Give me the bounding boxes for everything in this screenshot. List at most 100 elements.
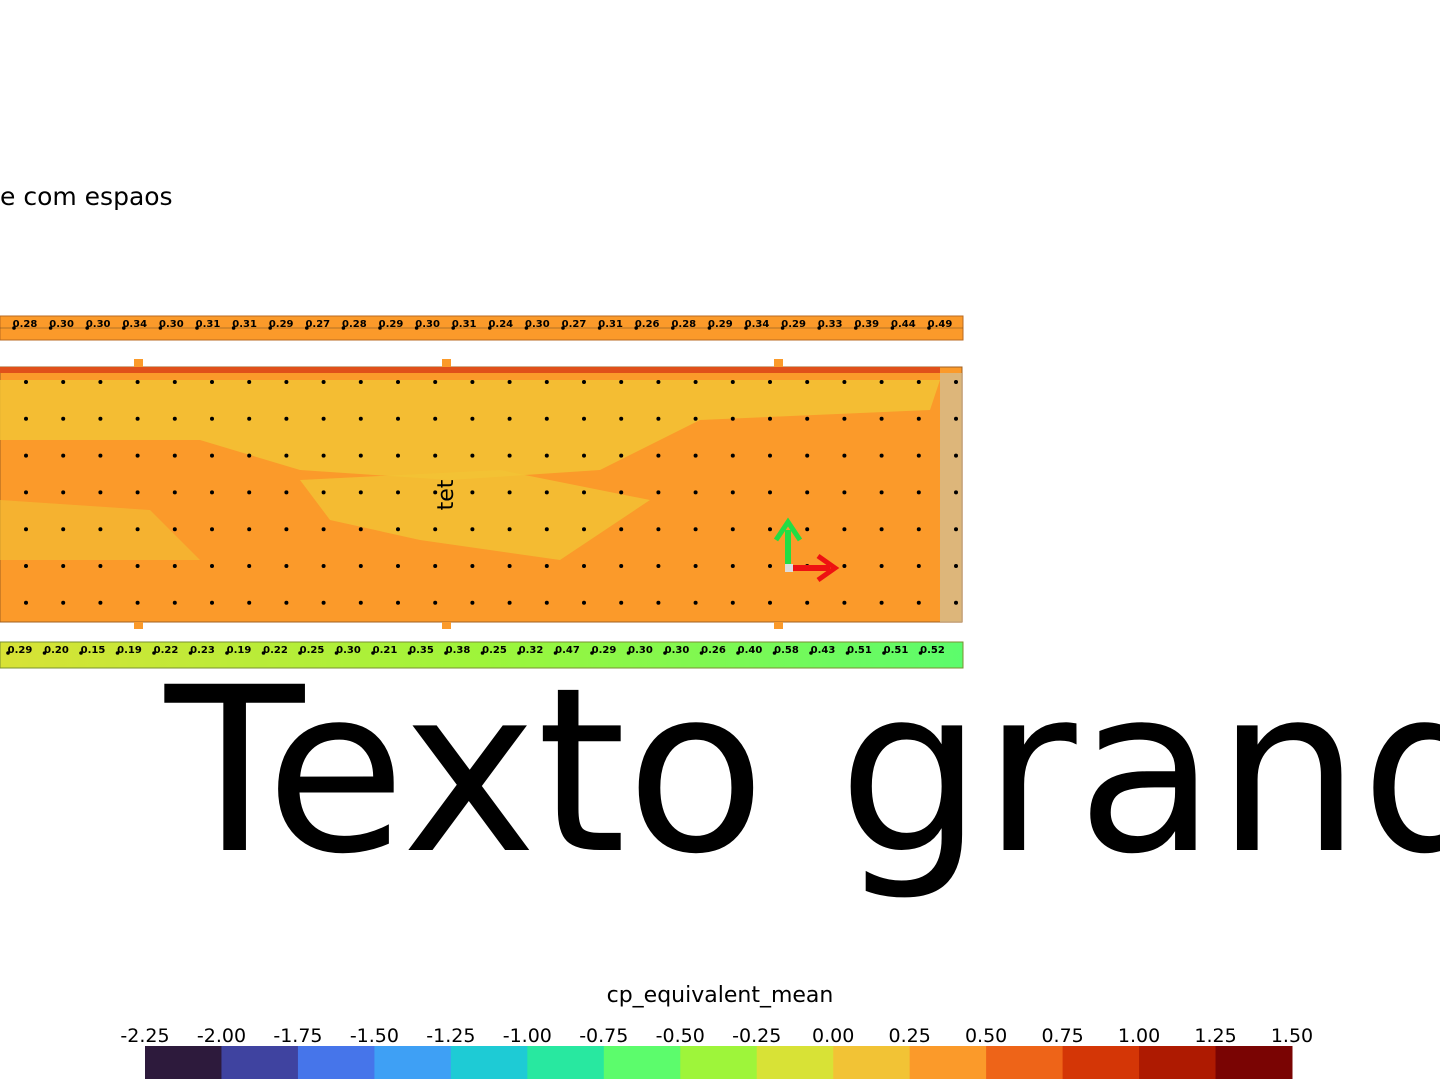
probe <box>358 527 363 532</box>
probe <box>284 564 289 568</box>
probe <box>879 564 884 568</box>
strip-value: 0.30 <box>49 319 74 330</box>
probe <box>135 453 140 458</box>
probe <box>619 600 624 605</box>
probe <box>358 600 363 605</box>
probe <box>284 453 289 458</box>
strip-value: 0.39 <box>854 319 879 330</box>
probe <box>879 380 884 384</box>
probe <box>954 564 958 568</box>
probe <box>172 564 177 568</box>
probe <box>135 600 140 605</box>
strip-value: 0.31 <box>196 319 221 330</box>
probe <box>916 490 921 495</box>
probe <box>582 564 586 568</box>
probe <box>247 490 252 495</box>
probe <box>619 527 624 532</box>
probe <box>879 600 884 605</box>
probe <box>882 651 886 655</box>
probe <box>916 527 921 532</box>
colorbar-segment <box>603 1046 681 1079</box>
probe <box>247 564 252 568</box>
colorbar-tick-label: -1.75 <box>273 1025 322 1047</box>
probe <box>619 490 624 495</box>
strip-value: 0.24 <box>488 319 513 330</box>
probe <box>805 490 810 495</box>
probe <box>210 564 214 568</box>
probe <box>433 453 438 458</box>
strip-value: 0.32 <box>519 645 544 656</box>
probe <box>135 527 140 532</box>
probe <box>61 490 66 495</box>
probe <box>85 326 89 330</box>
probe <box>172 600 177 605</box>
probe <box>247 600 252 605</box>
strip-value: 0.31 <box>232 319 257 330</box>
probe <box>79 651 83 655</box>
probe <box>730 600 735 605</box>
probe <box>582 600 586 605</box>
probe <box>693 416 698 421</box>
probe <box>433 380 438 384</box>
strip-value: 0.44 <box>891 319 916 330</box>
probe <box>656 564 661 568</box>
colorbar-tick-label: 1.50 <box>1271 1025 1313 1047</box>
probe <box>284 527 289 532</box>
probe <box>916 453 921 458</box>
probe <box>210 380 214 384</box>
probe <box>693 564 698 568</box>
probe <box>378 326 382 330</box>
probe <box>396 416 400 421</box>
probe <box>768 564 772 568</box>
probe <box>488 326 492 330</box>
probe <box>544 600 549 605</box>
probe <box>334 651 339 655</box>
probe <box>916 416 921 421</box>
probe <box>305 326 309 330</box>
colorbar-tick-label: -0.75 <box>579 1025 628 1047</box>
probe <box>152 651 156 655</box>
probe <box>817 326 821 330</box>
colorbar-tick-label: -2.00 <box>197 1025 246 1047</box>
probe <box>544 527 549 532</box>
strip-value: 0.43 <box>811 645 836 656</box>
probe <box>619 380 624 384</box>
probe <box>122 326 126 330</box>
colorbar-segment <box>374 1046 452 1079</box>
probe <box>768 600 772 605</box>
probe <box>954 527 958 532</box>
strip-value: 0.30 <box>86 319 111 330</box>
probe <box>842 453 847 458</box>
strip-value: 0.25 <box>482 645 507 656</box>
strip-value: 0.34 <box>745 319 770 330</box>
probe <box>730 527 735 532</box>
probe <box>507 490 512 495</box>
strip-value: 0.30 <box>159 319 184 330</box>
probe <box>135 490 140 495</box>
strip-value: 0.40 <box>738 645 763 656</box>
colorbar-segment <box>527 1046 605 1079</box>
strip-value: 0.26 <box>635 319 660 330</box>
probe <box>879 453 884 458</box>
colorbar: -2.25 -2.00 -1.75 -1.50 -1.25 -1.00 -0.75 -0.50… <box>120 1025 1313 1079</box>
probe <box>842 527 847 532</box>
caption-large: Texto grand <box>164 638 1440 904</box>
probe <box>298 651 302 655</box>
strip-value: 0.26 <box>701 645 726 656</box>
axis-y-head <box>773 517 803 542</box>
probe <box>582 416 586 421</box>
strip-value: 0.23 <box>190 645 215 656</box>
strip-value: 0.52 <box>920 645 945 656</box>
probe <box>730 564 735 568</box>
probe <box>656 527 661 532</box>
marker <box>774 359 783 367</box>
colorbar-tick-label: 1.25 <box>1194 1025 1236 1047</box>
probe <box>507 416 512 421</box>
probe <box>358 453 363 458</box>
strip-value: 0.47 <box>555 645 580 656</box>
probe <box>544 453 549 458</box>
facade-edge <box>0 367 940 373</box>
colorbar-tick-label: -2.25 <box>120 1025 169 1047</box>
colorbar-segment <box>986 1046 1064 1079</box>
